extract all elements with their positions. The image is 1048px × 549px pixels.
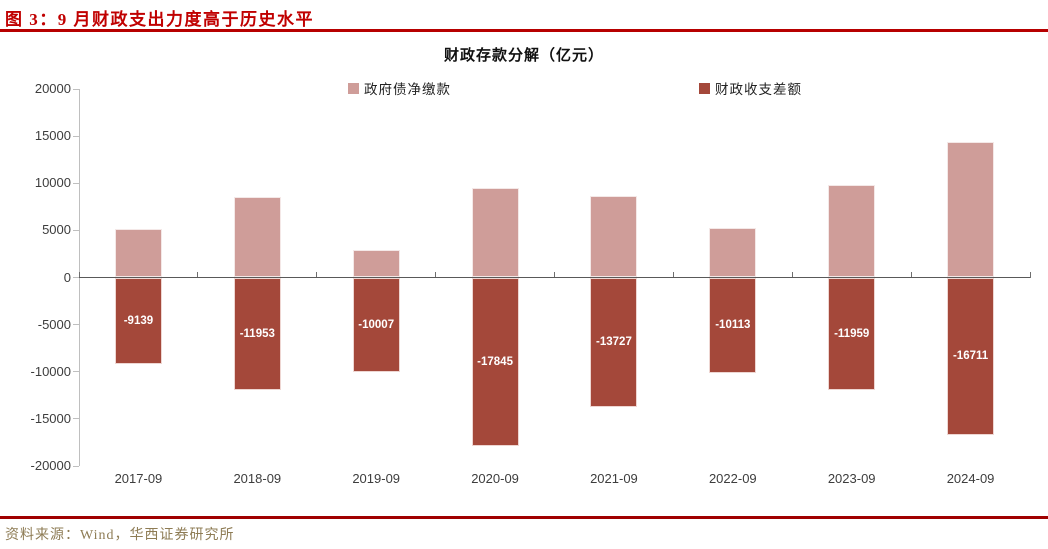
- x-axis-tick: [554, 271, 555, 278]
- legend-item-fiscal-balance: 财政收支差额: [699, 78, 802, 98]
- legend-swatch-icon: [348, 82, 359, 94]
- bar-fiscal-balance: [233, 277, 281, 391]
- bar-gov-bond-net-payment: [947, 142, 995, 278]
- bar-data-label: -9139: [123, 314, 154, 327]
- bar-data-label: -13727: [596, 336, 632, 349]
- bar-gov-bond-net-payment: [590, 195, 638, 278]
- x-axis-tick: [910, 271, 912, 278]
- legend-label: 政府债净缴款: [364, 82, 451, 97]
- y-axis-tick-label: 10000: [34, 175, 71, 191]
- bar-fiscal-balance: [947, 277, 995, 435]
- bar-gov-bond-net-payment: [233, 197, 281, 278]
- x-axis-tick: [672, 271, 674, 278]
- title-divider: [0, 29, 1048, 32]
- x-axis-tick-label: 2021-09: [590, 471, 638, 486]
- x-axis-tick: [791, 271, 793, 278]
- x-axis-tick-label: 2017-09: [114, 471, 163, 486]
- bar-fiscal-balance: [828, 277, 876, 391]
- bar-data-label: -10113: [715, 319, 751, 332]
- y-axis-tick: [73, 277, 79, 278]
- x-axis-tick-label: 2020-09: [471, 471, 519, 486]
- source-note: 资料来源：Wind，华西证券研究所: [5, 528, 235, 543]
- y-axis-tick: [73, 135, 79, 137]
- y-axis-tick-label: -20000: [30, 458, 71, 473]
- zero-axis-line: [79, 277, 1030, 278]
- bar-gov-bond-net-payment: [709, 227, 757, 278]
- legend-label: 财政收支差额: [715, 82, 802, 97]
- x-axis-tick-label: 2019-09: [352, 471, 401, 486]
- bar-data-label: -11953: [239, 327, 275, 340]
- y-axis-tick: [73, 465, 79, 467]
- x-axis-tick-label: 2022-09: [708, 471, 757, 486]
- y-axis-tick-label: 20000: [34, 81, 71, 96]
- bar-gov-bond-net-payment: [828, 185, 876, 278]
- bar-gov-bond-net-payment: [471, 187, 519, 278]
- bar-gov-bond-net-payment: [352, 250, 400, 278]
- chart-title: 财政存款分解（亿元）: [443, 48, 604, 64]
- bar-fiscal-balance: [590, 277, 638, 407]
- plot-area: -9139 -11953 -10007 -17845 -13727 -10113 -1195…: [73, 88, 1031, 467]
- x-axis-tick: [78, 271, 80, 278]
- legend-swatch-icon: [699, 82, 710, 94]
- legend-item-gov-bond-net-payment: 政府债净缴款: [348, 78, 451, 98]
- bar-data-label: -10007: [358, 318, 395, 331]
- y-axis-tick-label: -10000: [30, 363, 71, 379]
- x-axis-tick: [197, 271, 199, 278]
- bar-fiscal-balance: [352, 277, 400, 372]
- y-axis-tick-label: 0: [63, 269, 71, 285]
- y-axis-tick-label: 5000: [42, 222, 71, 238]
- y-axis-tick: [73, 88, 79, 90]
- bar-data-label: -16711: [952, 350, 989, 363]
- x-axis-tick-label: 2024-09: [946, 471, 995, 486]
- y-axis-tick: [73, 371, 79, 373]
- y-axis-tick: [73, 418, 79, 420]
- bar-data-label: -11959: [834, 327, 870, 340]
- y-axis-tick-label: 15000: [34, 128, 71, 144]
- bar-fiscal-balance: [471, 277, 519, 446]
- y-axis-tick-label: -15000: [30, 410, 71, 426]
- x-axis-tick: [316, 271, 318, 278]
- x-axis-tick-label: 2018-09: [233, 471, 282, 486]
- x-axis-tick-label: 2023-09: [827, 471, 876, 486]
- bar-gov-bond-net-payment: [114, 229, 162, 278]
- bar-data-label: -17845: [477, 355, 513, 368]
- bar-fiscal-balance: [709, 277, 757, 373]
- bar-fiscal-balance: [114, 277, 162, 364]
- footer-divider: [0, 516, 1048, 519]
- y-axis-tick-label: -5000: [37, 316, 71, 332]
- y-axis-tick: [73, 182, 79, 184]
- y-axis-tick: [73, 229, 79, 231]
- y-axis-tick: [73, 324, 79, 326]
- figure-title: 图 3：9 月财政支出力度高于历史水平: [5, 10, 314, 29]
- x-axis-tick: [435, 271, 437, 278]
- x-axis-tick: [1029, 271, 1031, 278]
